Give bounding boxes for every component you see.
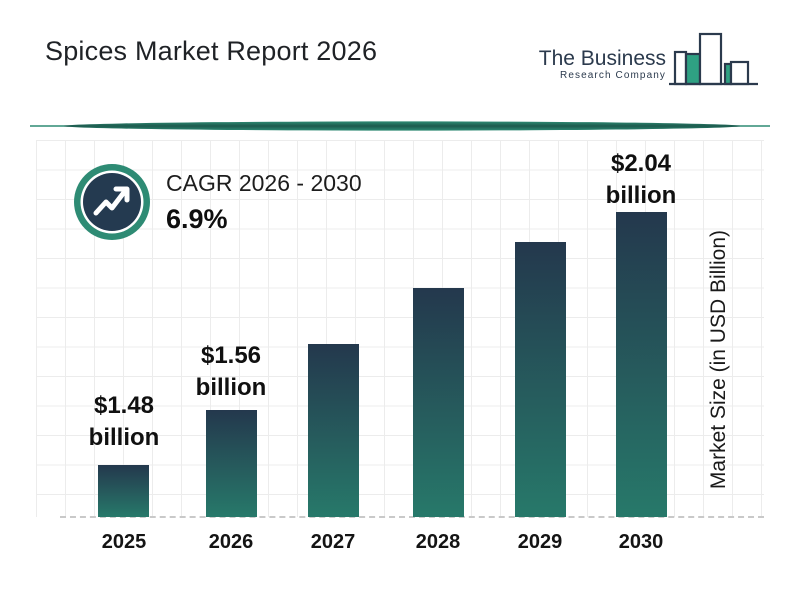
value-label-2026-amount: $1.56 — [200, 342, 262, 369]
bar-2027 — [308, 344, 359, 517]
x-tick-2028: 2028 — [415, 531, 461, 553]
x-tick-2029: 2029 — [517, 531, 563, 553]
y-axis-label-container: Market Size (in USD Billion) — [699, 205, 739, 515]
bar-skyline-logo-icon — [669, 32, 758, 86]
x-tick-2026: 2026 — [208, 531, 254, 553]
bar-2029 — [515, 242, 566, 517]
value-label-2030: $2.04 billion — [571, 148, 711, 212]
bar-2030 — [616, 212, 667, 517]
company-logo-subtitle: Research Company — [560, 70, 666, 81]
value-label-2025: $1.48 billion — [54, 390, 194, 454]
cagr-trend-icon — [74, 164, 150, 240]
bar-2026 — [206, 410, 257, 517]
y-axis-label: Market Size (in USD Billion) — [707, 230, 730, 490]
company-logo-text: The Business Research Company — [538, 47, 666, 82]
x-axis-baseline — [60, 516, 764, 518]
cagr-value: 6.9% — [166, 204, 228, 234]
x-tick-2025: 2025 — [101, 531, 147, 553]
x-tick-2030: 2030 — [618, 531, 664, 553]
value-label-2026-unit: billion — [195, 374, 267, 401]
value-label-2030-unit: billion — [605, 182, 677, 209]
value-label-2026: $1.56 billion — [161, 340, 301, 404]
x-tick-2027: 2027 — [310, 531, 356, 553]
value-label-2025-amount: $1.48 — [93, 392, 155, 419]
cagr-label: CAGR 2026 - 2030 — [166, 170, 362, 196]
company-logo: The Business Research Company — [539, 24, 760, 90]
header-divider — [30, 121, 770, 131]
company-logo-name: The Business — [538, 47, 666, 70]
value-label-2025-unit: billion — [88, 424, 160, 451]
page-title: Spices Market Report 2026 — [45, 36, 378, 66]
value-label-2030-amount: $2.04 — [610, 150, 672, 177]
cagr-annotation: CAGR 2026 - 2030 6.9% — [166, 170, 362, 235]
bar-2028 — [413, 288, 464, 517]
bar-2025 — [98, 465, 149, 517]
